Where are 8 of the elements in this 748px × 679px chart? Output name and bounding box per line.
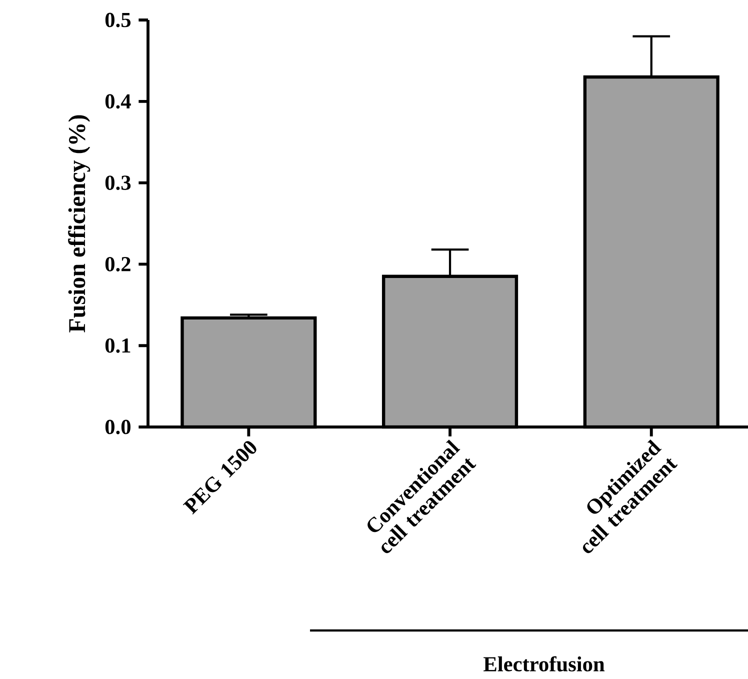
y-tick-label: 0.0 <box>105 420 130 434</box>
text: Electrofusion <box>484 656 605 672</box>
y-axis-title: Fusion efficiency (%) <box>68 115 90 332</box>
y-tick-label: 0.5 <box>105 12 131 28</box>
y-tick-label: 0.4 <box>105 94 131 109</box>
y-tick-label: 0.3 <box>105 176 131 190</box>
y-tick-label: 0.1 <box>105 338 130 353</box>
y-tick-label: 0.2 <box>105 256 130 272</box>
